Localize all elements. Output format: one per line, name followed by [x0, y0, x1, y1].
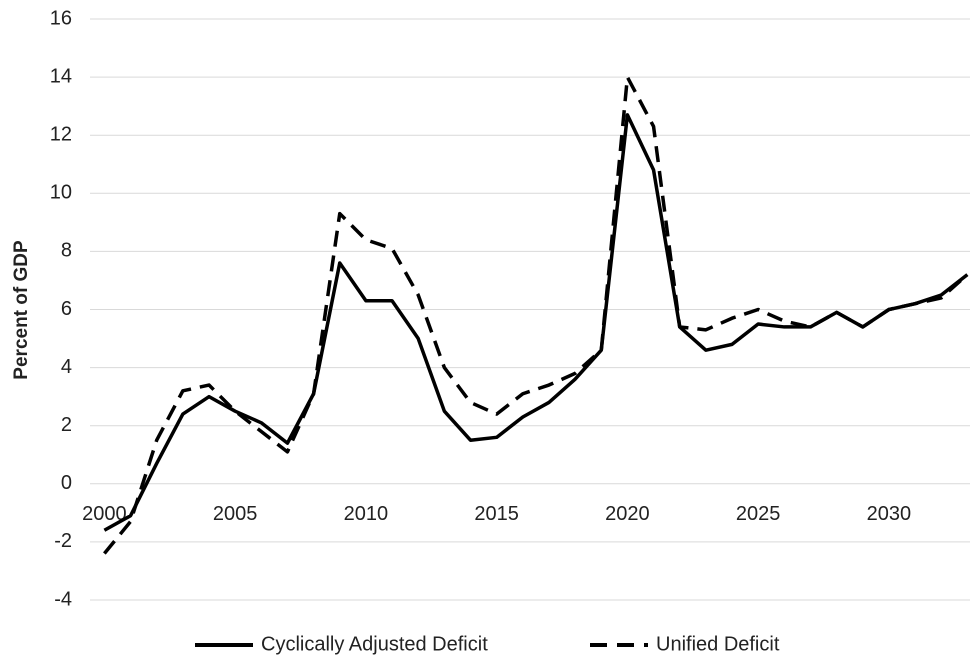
y-tick-label: 2: [61, 414, 72, 436]
x-tick-label: 2000: [82, 503, 127, 525]
line-series: [103, 113, 969, 532]
x-tick-label: 2005: [213, 503, 258, 525]
y-tick-label: -2: [54, 530, 72, 552]
x-tick-label: 2010: [344, 503, 389, 525]
y-tick-label: 8: [61, 240, 72, 262]
y-tick-label: 12: [50, 123, 72, 145]
y-tick-label: 0: [61, 472, 72, 494]
x-tick-label: 2030: [867, 503, 912, 525]
y-tick-label: 4: [61, 356, 72, 378]
legend-label: Unified Deficit: [656, 633, 780, 655]
y-axis-label: Percent of GDP: [11, 240, 32, 380]
y-tick-label: 16: [50, 7, 72, 29]
y-tick-label: -4: [54, 588, 72, 610]
y-tick-label: 14: [50, 65, 72, 87]
legend-label: Cyclically Adjusted Deficit: [261, 633, 488, 655]
x-tick-label: 2025: [736, 503, 781, 525]
y-tick-label: 10: [50, 182, 72, 204]
y-tick-label: 6: [61, 298, 72, 320]
x-tick-label: 2015: [474, 503, 519, 525]
line-series: [103, 75, 969, 555]
x-tick-label: 2020: [605, 503, 650, 525]
